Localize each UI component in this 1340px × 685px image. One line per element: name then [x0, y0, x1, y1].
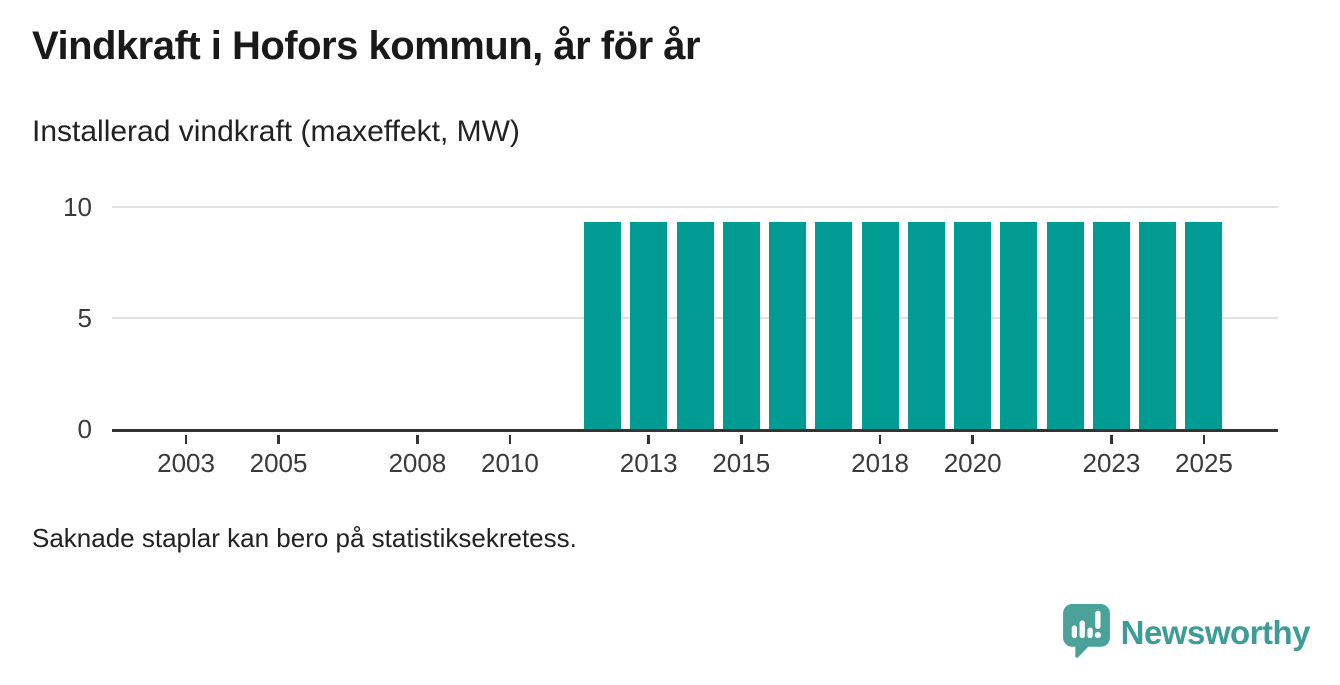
bar-2016: [769, 222, 807, 429]
x-tick-label: 2005: [249, 448, 308, 478]
bar-2014: [676, 222, 714, 429]
x-tick-2025: [1202, 435, 1206, 444]
x-tick-label: 2020: [943, 448, 1002, 478]
x-tick-2018: [878, 435, 882, 444]
x-tick-label: 2013: [619, 448, 678, 478]
bar-2022: [1046, 222, 1084, 429]
x-tick-2008: [416, 435, 419, 444]
brand-wordmark: Newsworthy: [1120, 614, 1311, 651]
bar-2013: [630, 222, 668, 429]
x-tick-2023: [1110, 435, 1113, 444]
bar-2015: [722, 222, 760, 429]
x-tick-2005: [277, 435, 280, 444]
bar-2024: [1139, 222, 1177, 429]
x-axis: 2003 2005 2008 2010 2013 2015 2018 2020 2023 2025: [112, 435, 1278, 490]
bar-2023: [1092, 222, 1130, 429]
bar-2018: [861, 222, 899, 429]
x-tick-2013: [647, 435, 650, 444]
plot-area: [112, 195, 1278, 432]
x-tick-2020: [971, 435, 974, 444]
y-tick-label: 0: [77, 414, 92, 444]
chart-title: Vindkraft i Hofors kommun, år för år: [32, 24, 701, 68]
x-tick-label: 2008: [388, 448, 447, 478]
x-tick-2010: [508, 435, 512, 444]
y-tick-label: 10: [63, 191, 92, 222]
x-tick-label: 2018: [851, 448, 909, 478]
x-tick-label: 2003: [157, 448, 215, 478]
y-axis: 0 5 10: [12, 191, 100, 444]
footnote: Saknade staplar kan bero på statistiksek…: [32, 523, 577, 553]
bar-2021: [1000, 222, 1038, 429]
x-tick-2015: [740, 435, 743, 444]
gridline-y-10: [112, 205, 1278, 208]
chart-subtitle: Installerad vindkraft (maxeffekt, MW): [32, 115, 520, 148]
bar-2025: [1185, 222, 1223, 429]
y-tick-label: 5: [77, 302, 92, 333]
newsworthy-speech-bubble-chart-icon: [1062, 603, 1111, 663]
bar-2020: [954, 222, 992, 429]
x-tick-label: 2025: [1175, 448, 1233, 478]
x-tick-label: 2023: [1082, 448, 1141, 478]
x-tick-label: 2010: [480, 448, 539, 478]
x-tick-2003: [184, 435, 188, 444]
brand-logo: Newsworthy: [1062, 603, 1311, 663]
bar-2017: [815, 222, 853, 429]
bar-2012: [583, 222, 621, 429]
bar-2019: [907, 222, 945, 429]
x-tick-label: 2015: [712, 448, 771, 478]
